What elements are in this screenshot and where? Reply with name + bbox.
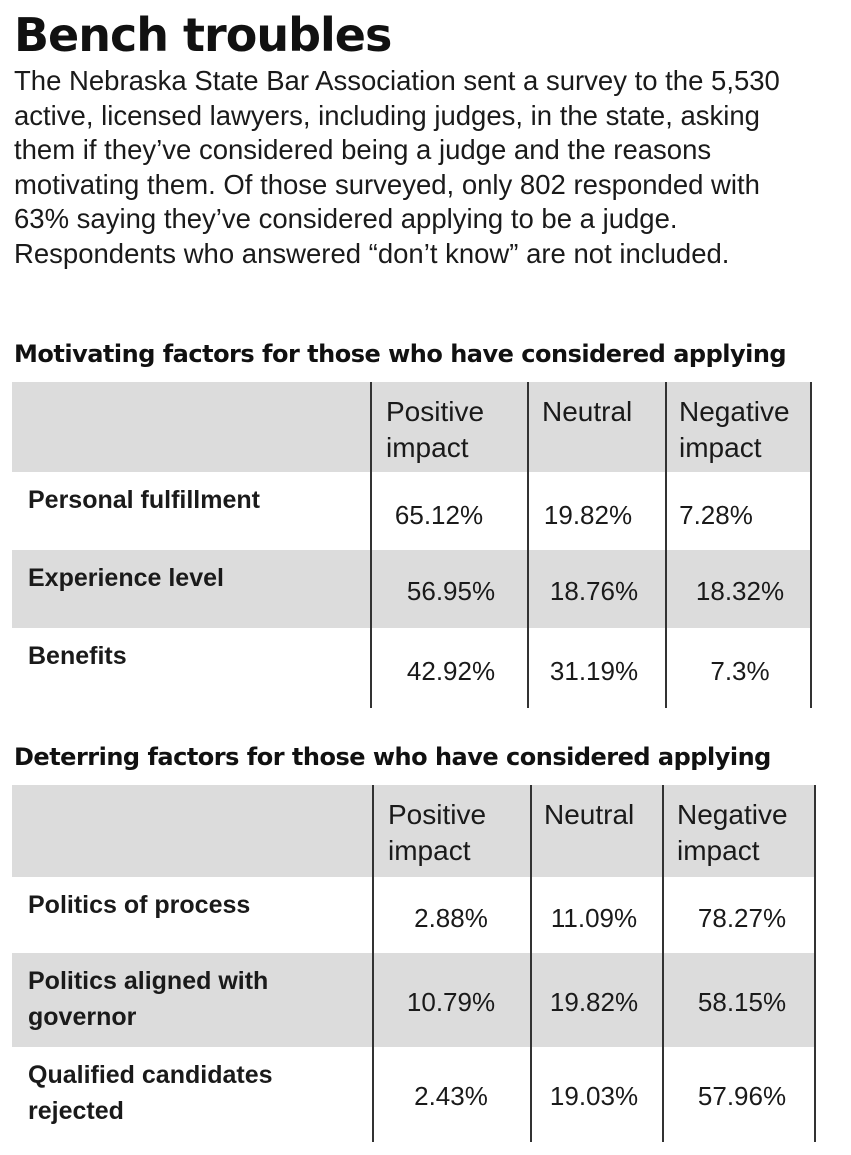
cell-neutral: 18.76% — [549, 576, 639, 606]
column-divider — [810, 382, 812, 708]
table-2-title: Deterring factors for those who have con… — [14, 743, 771, 771]
motivating-factors-table: Positive impact Neutral Negative impact … — [12, 382, 812, 708]
cell-positive: 65.12% — [394, 500, 484, 530]
table-row: Personal fulfillment 65.12% 19.82% 7.28% — [12, 472, 812, 550]
column-divider — [814, 785, 816, 1142]
column-header-positive: Positive impact — [388, 799, 487, 866]
row-label: Experience level — [28, 564, 224, 592]
column-divider — [662, 785, 664, 1142]
cell-negative: 7.28% — [679, 500, 753, 530]
table-header-row — [12, 785, 816, 877]
column-header-negative: Negative impact — [679, 396, 790, 463]
table-row: Politics of process 2.88% 11.09% 78.27% — [12, 877, 816, 953]
cell-positive: 56.95% — [406, 576, 496, 606]
cell-neutral: 19.82% — [549, 987, 639, 1017]
cell-negative: 7.3% — [710, 656, 770, 686]
cell-negative: 18.32% — [695, 576, 785, 606]
headline: Bench troubles — [14, 8, 392, 62]
table-1-title: Motivating factors for those who have co… — [14, 340, 787, 368]
cell-negative: 78.27% — [697, 903, 787, 933]
table-header-row — [12, 382, 812, 472]
cell-negative: 57.96% — [697, 1081, 787, 1111]
table-row: Qualified candidates rejected 2.43% 19.0… — [12, 1047, 816, 1142]
column-header-negative: Negative impact — [677, 799, 788, 866]
deterring-factors-table: Positive impact Neutral Negative impact … — [12, 785, 816, 1142]
cell-neutral: 19.03% — [549, 1081, 639, 1111]
cell-positive: 2.43% — [414, 1081, 488, 1111]
column-divider — [370, 382, 372, 708]
intro-paragraph: The Nebraska State Bar Association sent … — [14, 65, 780, 269]
column-divider — [372, 785, 374, 1142]
table-row: Politics aligned with governor 10.79% 19… — [12, 953, 816, 1047]
row-label: Personal fulfillment — [28, 486, 260, 514]
cell-positive: 2.88% — [414, 903, 488, 933]
column-divider — [530, 785, 532, 1142]
column-divider — [527, 382, 529, 708]
row-label: Politics aligned with governor — [28, 967, 269, 1031]
column-header-neutral: Neutral — [544, 799, 635, 830]
cell-neutral: 11.09% — [550, 903, 638, 933]
cell-negative: 58.15% — [697, 987, 787, 1017]
row-label: Benefits — [28, 642, 127, 670]
cell-neutral: 19.82% — [543, 500, 633, 530]
table-row: Benefits 42.92% 31.19% 7.3% — [12, 628, 812, 708]
cell-neutral: 31.19% — [549, 656, 639, 686]
column-header-positive: Positive impact — [386, 396, 485, 463]
table-row: Experience level 56.95% 18.76% 18.32% — [12, 550, 812, 628]
column-header-neutral: Neutral — [542, 396, 633, 427]
cell-positive: 42.92% — [406, 656, 496, 686]
column-divider — [665, 382, 667, 708]
row-label: Politics of process — [28, 891, 251, 919]
row-label: Qualified candidates rejected — [28, 1061, 273, 1125]
cell-positive: 10.79% — [406, 987, 496, 1017]
